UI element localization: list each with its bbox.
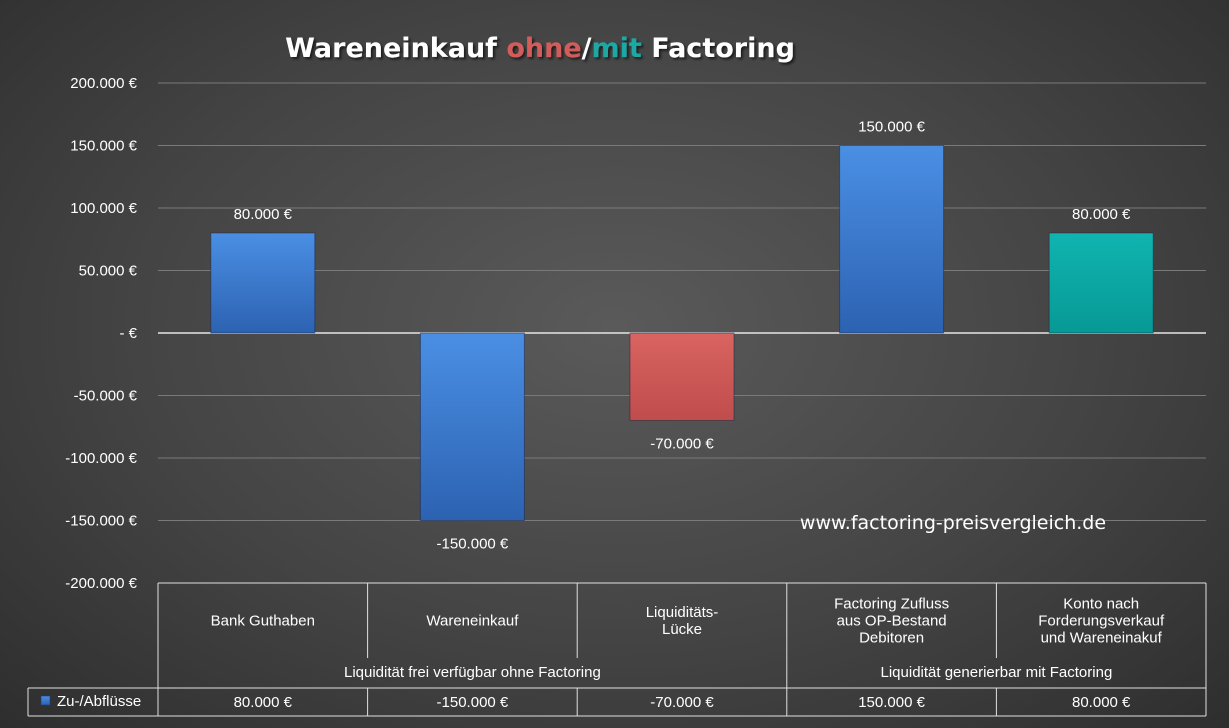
bar (419, 332, 525, 521)
legend-key (40, 695, 51, 706)
category-label: Forderungsverkauf (1038, 613, 1165, 630)
y-tick-label: -150.000 € (65, 513, 137, 530)
table-cell: 150.000 € (858, 694, 925, 711)
table-cell: 80.000 € (234, 694, 293, 711)
data-label: -70.000 € (650, 436, 714, 453)
chart-title: Wareneinkauf ohne/mit Factoring (285, 33, 795, 64)
bar (839, 145, 945, 334)
watermark-url: www.factoring-preisvergleich.de (800, 512, 1106, 534)
data-label: 80.000 € (234, 206, 293, 223)
y-tick-label: -100.000 € (65, 450, 137, 467)
data-table: Bank Guthaben Wareneinkauf Liquiditäts-Lüc… (27, 582, 1207, 717)
table-cell: 80.000 € (1072, 694, 1131, 711)
y-tick-label: 50.000 € (79, 263, 138, 280)
table-cell: -150.000 € (437, 694, 509, 711)
y-tick-label: 150.000 € (70, 138, 137, 155)
category-label: Factoring Zufluss (834, 596, 949, 613)
category-label: aus OP-Bestand (837, 613, 947, 630)
y-tick-label: -50.000 € (74, 388, 138, 405)
category-label: Wareneinkauf (426, 613, 519, 630)
bars (210, 145, 1154, 521)
category-label: und Wareneinakuf (1041, 630, 1163, 647)
y-tick-label: 200.000 € (70, 75, 137, 92)
category-label: Konto nach (1063, 596, 1139, 613)
bar (210, 232, 316, 334)
y-axis: 200.000 € 150.000 € 100.000 € 50.000 € - € -5… (65, 75, 137, 592)
bar (629, 332, 735, 421)
series-name: Zu-/Abflüsse (57, 693, 141, 710)
data-label: -150.000 € (437, 536, 509, 553)
data-labels: 80.000 € -150.000 € -70.000 € 150.000 € 80.0… (234, 119, 1131, 553)
category-group-label: Liquidität generierbar mit Factoring (881, 664, 1113, 681)
category-label: Liquiditäts- (646, 604, 719, 621)
category-label: Debitoren (859, 630, 924, 647)
category-label: Bank Guthaben (211, 613, 315, 630)
category-label: Lücke (662, 621, 702, 638)
bar (1048, 232, 1154, 334)
data-label: 80.000 € (1072, 206, 1131, 223)
y-tick-label: - € (119, 325, 137, 342)
category-group-label: Liquidität frei verfügbar ohne Factoring (344, 664, 601, 681)
data-label: 150.000 € (858, 119, 925, 136)
table-cell: -70.000 € (650, 694, 714, 711)
y-tick-label: 100.000 € (70, 200, 137, 217)
y-tick-label: -200.000 € (65, 575, 137, 592)
